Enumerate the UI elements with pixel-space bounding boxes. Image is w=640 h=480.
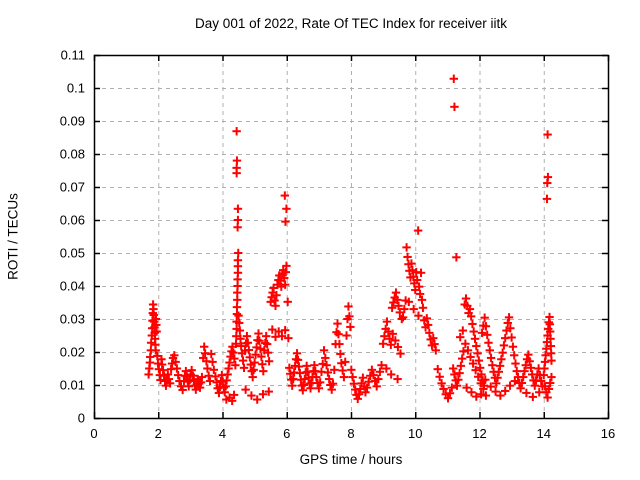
y-tick-label: 0.04 bbox=[60, 279, 85, 294]
x-tick-label: 12 bbox=[472, 426, 486, 441]
x-axis-label: GPS time / hours bbox=[299, 452, 403, 467]
chart-title: Day 001 of 2022, Rate Of TEC Index for r… bbox=[195, 16, 507, 31]
x-tick-label: 10 bbox=[408, 426, 422, 441]
x-tick-label: 2 bbox=[155, 426, 162, 441]
y-tick-label: 0.01 bbox=[60, 378, 85, 393]
y-tick-label: 0.11 bbox=[61, 48, 85, 63]
y-tick-label: 0.07 bbox=[60, 180, 85, 195]
x-tick-label: 4 bbox=[219, 426, 226, 441]
y-tick-label: 0 bbox=[78, 411, 85, 426]
y-tick-label: 0.06 bbox=[60, 213, 85, 228]
x-tick-label: 14 bbox=[537, 426, 551, 441]
x-tick-label: 16 bbox=[601, 426, 615, 441]
y-tick-label: 0.08 bbox=[60, 147, 85, 162]
x-tick-label: 6 bbox=[283, 426, 290, 441]
y-tick-label: 0.02 bbox=[60, 345, 85, 360]
x-tick-label: 0 bbox=[90, 426, 97, 441]
y-tick-label: 0.03 bbox=[60, 312, 85, 327]
y-axis-label: ROTI / TECUs bbox=[5, 193, 21, 280]
y-tick-label: 0.1 bbox=[67, 81, 85, 96]
scatter-series-roti bbox=[144, 74, 556, 406]
y-tick-label: 0.09 bbox=[60, 114, 85, 129]
y-tick-label: 0.05 bbox=[60, 246, 85, 261]
x-tick-label: 8 bbox=[347, 426, 354, 441]
